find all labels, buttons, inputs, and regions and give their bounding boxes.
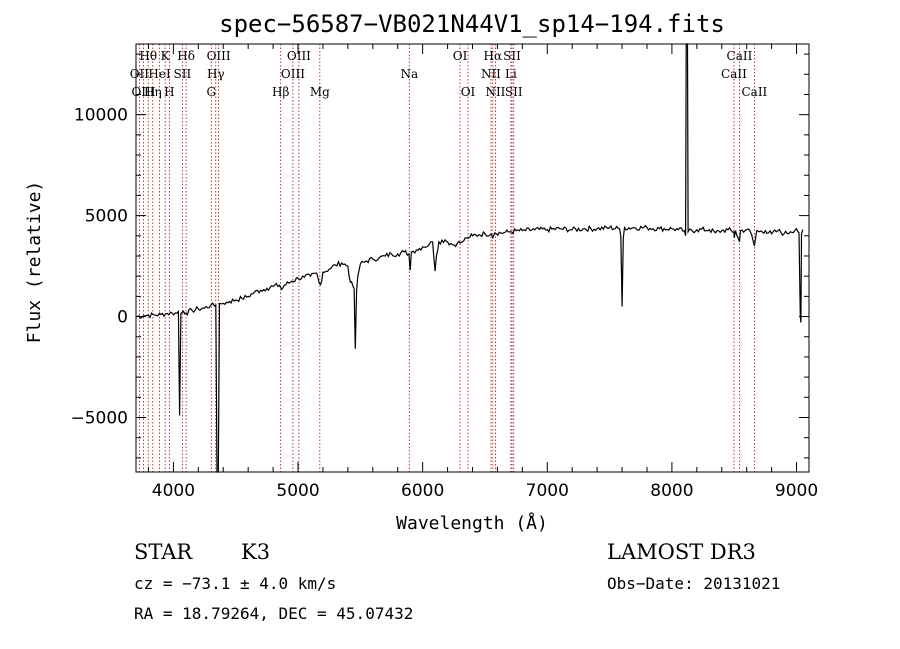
x-tick-label-4000: 4000 [152, 481, 195, 501]
y-axis-label: Flux (relative) [24, 181, 45, 344]
line-label-25: CaII [727, 49, 753, 63]
line-label-12: OIII [287, 49, 311, 63]
x-tick-labels: 4000 5000 6000 7000 8000 9000 [152, 481, 818, 501]
line-label-22: SII [503, 49, 521, 63]
observation-date: Obs−Date: 20131021 [607, 574, 780, 593]
y-tick-labels: −5000 0 5000 10000 [70, 106, 128, 429]
line-label-15: Mg [310, 85, 330, 99]
line-label-3: Hη [144, 85, 162, 99]
line-label-19: Hα [484, 49, 503, 63]
line-label-9: OIII [207, 49, 231, 63]
y-ticks [136, 53, 809, 459]
x-tick-label-6000: 6000 [401, 481, 444, 501]
line-label-13: OIII [281, 67, 305, 81]
x-ticks [147, 44, 798, 472]
x-tick-label-9000: 9000 [775, 481, 818, 501]
line-label-10: Hγ [207, 67, 225, 81]
x-tick-label-5000: 5000 [276, 481, 319, 501]
chart-title: spec−56587−VB021N44V1_sp14−194.fits [219, 10, 725, 38]
line-label-7: SII [174, 67, 192, 81]
line-label-23: Li [505, 67, 517, 81]
line-label-14: Hβ [272, 85, 289, 99]
y-tick-label-5000: 5000 [85, 207, 128, 227]
line-label-18: OI [461, 85, 476, 99]
y-tick-label-0: 0 [117, 308, 128, 328]
object-class: STAR [134, 540, 193, 564]
line-markers [138, 44, 755, 472]
redshift-cz: cz = −73.1 ± 4.0 km/s [134, 574, 336, 593]
x-axis-label: Wavelength (Å) [396, 512, 548, 534]
object-subclass: K3 [241, 540, 270, 564]
line-label-17: OI [453, 49, 468, 63]
line-label-0: Hθ [139, 49, 157, 63]
line-label-2: OIII [131, 85, 155, 99]
line-label-21: NII [485, 85, 505, 99]
x-tick-label-7000: 7000 [526, 481, 569, 501]
line-label-6: H [164, 85, 174, 99]
line-label-5: K [161, 49, 171, 63]
coordinates: RA = 18.79264, DEC = 45.07432 [134, 604, 413, 623]
line-label-20: NII [481, 67, 501, 81]
spectrum-series-line [135, 43, 804, 473]
line-label-27: CaII [741, 85, 767, 99]
line-label-11: G [206, 85, 216, 99]
y-tick-label-10000: 10000 [74, 106, 128, 126]
line-label-26: CaII [721, 67, 747, 81]
plot-frame [135, 43, 810, 473]
line-label-4: HeI [148, 67, 171, 81]
line-label-16: Na [400, 67, 418, 81]
line-label-24: SII [505, 85, 523, 99]
y-tick-label--5000: −5000 [70, 408, 128, 428]
x-tick-label-8000: 8000 [650, 481, 693, 501]
line-label-8: Hδ [177, 49, 195, 63]
survey-name: LAMOST DR3 [607, 540, 756, 564]
